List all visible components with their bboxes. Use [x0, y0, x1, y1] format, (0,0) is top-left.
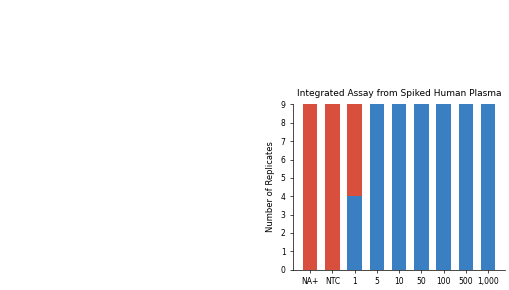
Bar	[458, 104, 472, 270]
Bar	[347, 196, 361, 270]
Bar	[302, 104, 317, 270]
Bar	[480, 104, 494, 270]
Bar	[436, 104, 450, 270]
Bar	[324, 104, 339, 270]
Bar	[413, 104, 428, 270]
Bar	[391, 104, 406, 270]
Title: Integrated Assay from Spiked Human Plasma: Integrated Assay from Spiked Human Plasm…	[296, 89, 500, 98]
Bar	[369, 104, 383, 270]
Y-axis label: Number of Replicates: Number of Replicates	[266, 142, 275, 233]
Bar	[347, 104, 361, 196]
